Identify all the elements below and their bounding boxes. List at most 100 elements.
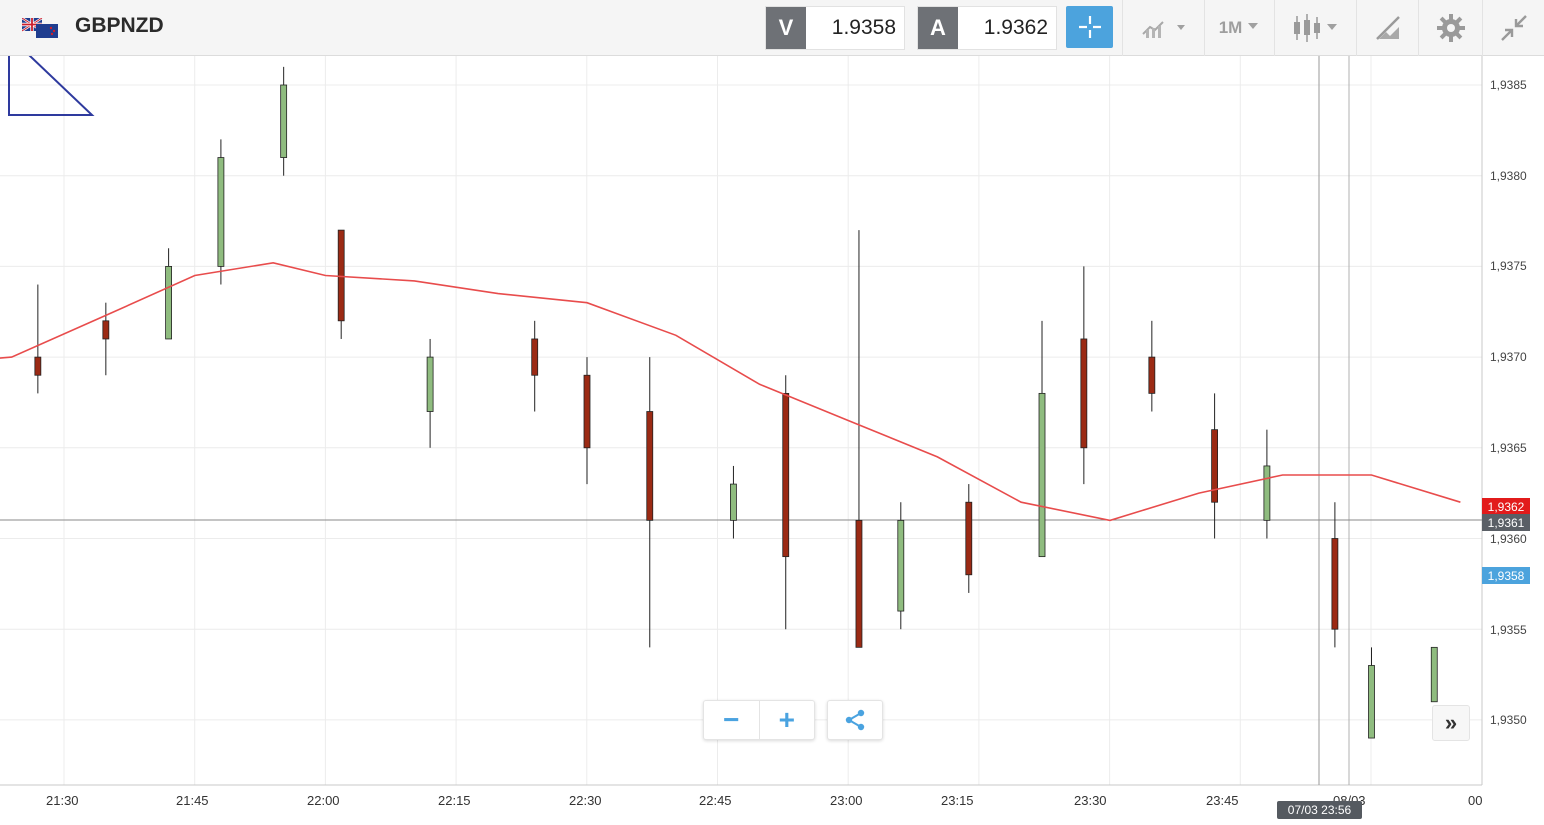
candle (855, 230, 863, 648)
candle-body-down (102, 320, 110, 340)
candle-body-up (165, 265, 173, 340)
ask-value: 1.9362 (983, 16, 1048, 39)
timeframe-label: 1M (1218, 18, 1243, 37)
y-tick-label: 1,9380 (1490, 169, 1527, 183)
zoom-in-button[interactable]: + (778, 704, 795, 735)
candle (730, 465, 737, 539)
candle-body-down (583, 374, 591, 449)
collapse-icon (1500, 15, 1527, 41)
y-tick-label: 1,9355 (1490, 623, 1527, 637)
candle (1368, 647, 1375, 739)
candle (280, 66, 288, 176)
settings-icon (1436, 14, 1465, 42)
candle-body-down (855, 519, 863, 648)
candle-body-down (1331, 538, 1339, 630)
candle (531, 320, 539, 412)
ask-price-box[interactable]: A 1.9362 (917, 6, 1057, 50)
candle (965, 484, 973, 593)
bid-price-tag: 1,9358 (1482, 567, 1530, 584)
candle (782, 375, 790, 630)
scroll-right-button[interactable]: » (1432, 705, 1470, 741)
candle-body-down (337, 229, 345, 322)
zoom-out-button[interactable]: − (704, 701, 760, 739)
candle-body-up (730, 483, 737, 521)
ask-label: A (918, 7, 958, 49)
chart-type-icon (1141, 21, 1185, 38)
candle (34, 284, 42, 394)
x-tick-label: 22:15 (438, 793, 471, 808)
candle-body-down (1211, 429, 1218, 503)
candlestick-chart[interactable] (0, 56, 1544, 825)
chart-type-button[interactable] (1122, 0, 1204, 56)
candle-body-up (1263, 465, 1271, 521)
candle-body-down (531, 338, 539, 376)
candle-body-down (1148, 356, 1156, 394)
candlestick-type-button[interactable] (1274, 0, 1356, 56)
candle-body-up (1038, 392, 1046, 558)
candle-body-down (646, 411, 654, 521)
x-tick-label: 23:15 (941, 793, 974, 808)
candle (217, 139, 225, 285)
candle (897, 502, 905, 630)
candle-body-down (782, 392, 790, 558)
chevron-down-icon (1248, 23, 1259, 29)
candle-body-down (34, 356, 42, 376)
candle (646, 357, 654, 648)
candle (1148, 320, 1156, 412)
moving-average-line (0, 261, 1461, 522)
y-tick-label: 1,9385 (1490, 78, 1527, 92)
candle-body-up (1430, 646, 1438, 703)
x-tick-label: 23:45 (1206, 793, 1239, 808)
collapse-button[interactable] (1482, 0, 1544, 56)
x-tick-label: 21:45 (176, 793, 209, 808)
x-tick-label: 22:30 (569, 793, 602, 808)
y-tick-label: 1,9370 (1490, 350, 1527, 364)
x-tick-label: 22:00 (307, 793, 340, 808)
drawing-tools-icon (1375, 16, 1400, 40)
y-tick-label: 1,9365 (1490, 441, 1527, 455)
crosshair-icon (1078, 16, 1101, 38)
candlestick-icon (1293, 14, 1337, 42)
y-tick-label: 1,9360 (1490, 532, 1527, 546)
x-tick-label: 00 (1468, 793, 1483, 808)
candle-body-up (897, 519, 905, 612)
x-tick-label: 21:30 (46, 793, 79, 808)
crosshair-button[interactable] (1066, 6, 1113, 48)
share-icon (845, 709, 865, 731)
zoom-controls: − + (703, 700, 815, 740)
candle-body-down (965, 501, 973, 576)
drawing-tools-button[interactable] (1356, 0, 1418, 56)
candle (1331, 502, 1339, 648)
crosshair-time-tag: 07/03 23:56 (1277, 801, 1362, 819)
x-tick-label: 23:30 (1074, 793, 1107, 808)
candle (426, 338, 434, 448)
candle-body-up (280, 84, 288, 158)
chart-toolbar: GBPNZD V 1.9358 A 1.9362 1M (0, 0, 1544, 56)
x-tick-label: 22:45 (699, 793, 732, 808)
bid-value: 1.9358 (831, 16, 896, 39)
bid-label: V (766, 7, 806, 49)
timeframe-dropdown[interactable]: 1M (1204, 0, 1274, 56)
gb-nz-flag-icon (22, 18, 58, 38)
candles-layer (34, 66, 1438, 739)
candle (1038, 320, 1046, 558)
candle-body-down (1080, 338, 1088, 449)
y-tick-label: 1,9350 (1490, 713, 1527, 727)
candle (165, 248, 173, 340)
candle-body-up (217, 157, 225, 267)
candle (1211, 393, 1218, 539)
candle-body-up (1368, 665, 1375, 739)
settings-button[interactable] (1418, 0, 1482, 56)
candle (1430, 646, 1438, 703)
current-price-tag: 1,9361 (1482, 514, 1530, 531)
share-button[interactable] (827, 700, 883, 740)
candle (583, 357, 591, 485)
ask-price-tag: 1,9362 (1482, 498, 1530, 515)
y-tick-label: 1,9375 (1490, 259, 1527, 273)
triangle-drawing[interactable] (8, 56, 95, 116)
candle (337, 229, 345, 339)
instrument-symbol[interactable]: GBPNZD (75, 14, 164, 37)
candle (1080, 266, 1088, 485)
x-tick-label: 23:00 (830, 793, 863, 808)
bid-price-box[interactable]: V 1.9358 (765, 6, 905, 50)
